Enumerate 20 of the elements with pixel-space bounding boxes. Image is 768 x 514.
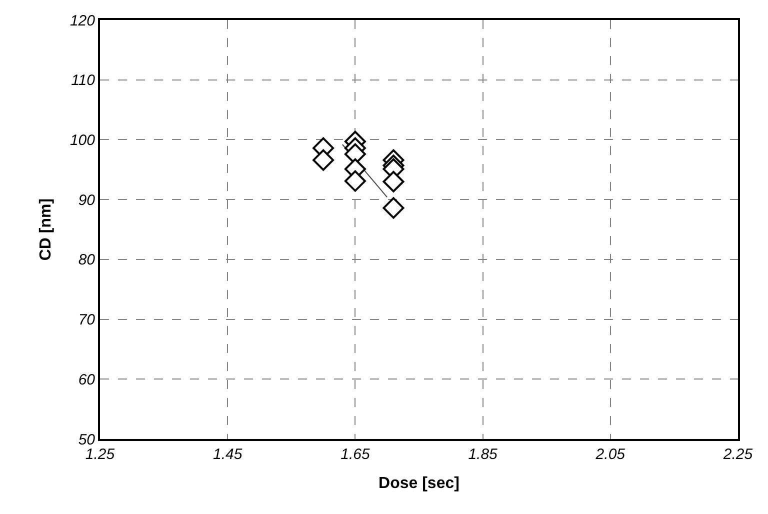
y-tick-label: 120 bbox=[70, 12, 96, 30]
x-tick-label: 2.05 bbox=[594, 446, 626, 463]
y-tick-label: 60 bbox=[78, 371, 96, 388]
y-tick-label: 50 bbox=[78, 431, 96, 448]
x-tick-label: 1.85 bbox=[468, 446, 498, 463]
point bbox=[382, 197, 404, 219]
y-tick-label: 110 bbox=[71, 72, 96, 90]
x-tick-label: 1.65 bbox=[340, 446, 370, 463]
x-tick-label: 1.45 bbox=[213, 446, 243, 463]
point bbox=[312, 149, 334, 171]
x-axis-title: Dose [sec] bbox=[378, 475, 460, 492]
y-tick-label: 80 bbox=[78, 252, 96, 269]
x-tick-label: 2.25 bbox=[722, 446, 754, 463]
y-tick-label: 90 bbox=[78, 192, 96, 209]
point bbox=[344, 170, 366, 192]
y-tick-label: 70 bbox=[78, 312, 96, 329]
x-tick-label: 1.25 bbox=[85, 446, 116, 463]
y-axis-title: CD [nm] bbox=[37, 198, 54, 261]
y-tick-label: 100 bbox=[70, 132, 96, 149]
point bbox=[382, 170, 404, 192]
